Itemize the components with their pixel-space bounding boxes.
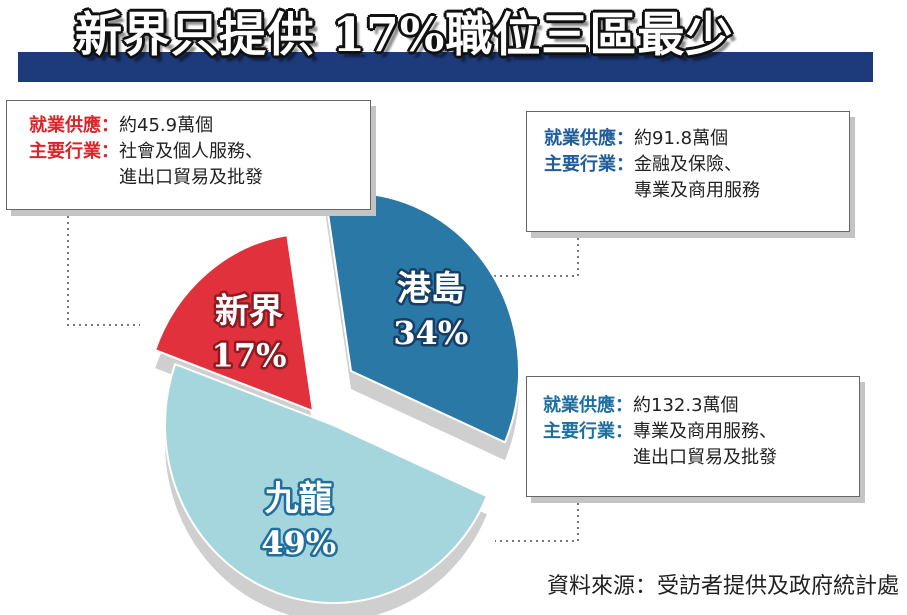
supply-key: 就業供應 [543,395,615,416]
info-box-hong-kong-island: 就業供應 ： 約91.8萬個 主要行業 ： 金融及保險、 專業及商用服務 [526,111,850,232]
industry-value: 社會及個人服務、 進出口貿易及批發 [119,141,263,188]
slice-new-territories-value-label: 17% [212,336,287,374]
slice-hong-kong-island-value-label: 34% [393,314,468,352]
colon: ： [616,128,634,149]
colon: ： [101,115,119,136]
title-banner [18,52,873,82]
slice-new-territories-category-label: 新界 [215,291,283,331]
supply-key: 就業供應 [29,115,101,136]
slice-kowloon [164,362,489,604]
industry-key: 主要行業 [543,421,615,442]
info-box-new-territories: 就業供應 ： 約45.9萬個 主要行業 ： 社會及個人服務、 進出口貿易及批發 [6,100,371,210]
supply-value: 約91.8萬個 [634,128,729,149]
colon: ： [101,141,119,162]
industry-key: 主要行業 [544,154,616,175]
slice-kowloon-value-label: 49% [261,524,336,562]
supply-key: 就業供應 [544,128,616,149]
industry-value: 金融及保險、 專業及商用服務 [634,154,760,201]
slice-hong-kong-island [324,192,520,444]
supply-value: 約45.9萬個 [119,115,214,136]
slice-kowloon-category-label: 九龍 [265,479,333,519]
connector-new-territories [67,210,140,326]
slice-new-territories [153,233,315,413]
industry-value: 專業及商用服務、 進出口貿易及批發 [633,421,777,468]
connector-kowloon [495,497,579,542]
industry-key: 主要行業 [29,141,101,162]
connector-lines [67,210,579,542]
colon: ： [615,395,633,416]
source-note: 資料來源：受訪者提供及政府統計處 [546,574,899,599]
supply-value: 約132.3萬個 [633,395,739,416]
slice-hong-kong-island-category-label: 港島 [397,269,465,309]
colon: ： [616,154,634,175]
page-title: 新界只提供 17%職位三區最少 [75,8,734,63]
colon: ： [615,421,633,442]
info-box-kowloon: 就業供應 ： 約132.3萬個 主要行業 ： 專業及商用服務、 進出口貿易及批發 [526,376,860,497]
connector-hong-kong-island [470,232,579,277]
